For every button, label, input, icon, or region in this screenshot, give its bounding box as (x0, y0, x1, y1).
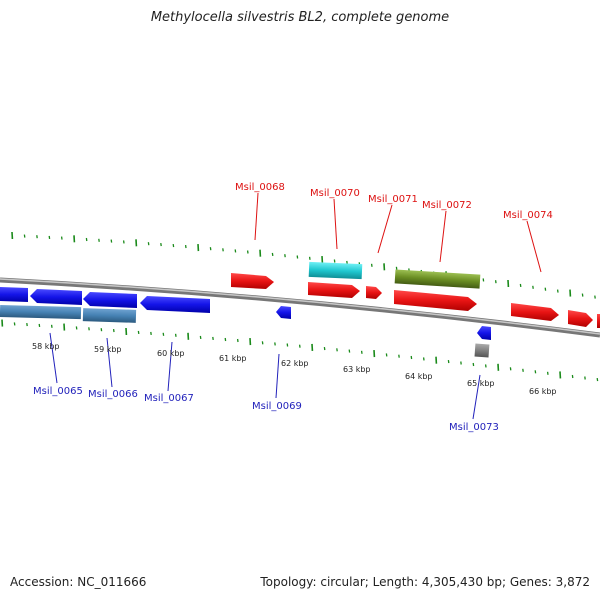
scale-labels: 58 kbp 59 kbp 60 kbp 61 kbp 62 kbp 63 kb… (32, 342, 557, 396)
gene-label-msil-0073: Msil_0073 (449, 422, 499, 433)
gene-label-msil-0072: Msil_0072 (422, 200, 472, 211)
gene-msil-0069 (276, 306, 291, 319)
gene-label-msil-0069: Msil_0069 (252, 401, 302, 412)
genome-backbone (0, 277, 600, 338)
scale-label-62: 62 kbp (281, 359, 309, 368)
gene-msil-0065 (30, 289, 82, 305)
scale-label-66: 66 kbp (529, 387, 557, 396)
reverse-features (0, 287, 491, 358)
gene-msil-0068 (231, 273, 274, 289)
leader-msil-0071 (377, 204, 393, 254)
gene-label-msil-0071: Msil_0071 (368, 194, 418, 205)
inner-tick-row (1, 319, 599, 382)
topology-label: Topology: circular; Length: 4,305,430 bp… (260, 575, 590, 589)
scale-label-61: 61 kbp (219, 354, 247, 363)
gene-msil-0070 (308, 282, 360, 298)
genome-title: Methylocella silvestris BL2, complete ge… (150, 10, 450, 25)
leader-msil-0066 (106, 337, 113, 388)
gene-label-msil-0074: Msil_0074 (503, 210, 553, 221)
gene-msil-0076 (597, 314, 600, 328)
gene-labels: Msil_0068 Msil_0070 Msil_0071 Msil_0072 … (33, 182, 553, 433)
scale-label-58: 58 kbp (32, 342, 60, 351)
leader-msil-0070 (333, 198, 338, 250)
scale-label-59: 59 kbp (94, 345, 122, 354)
leader-msil-0069 (275, 353, 280, 399)
rna-steel-2 (82, 308, 137, 323)
scale-label-60: 60 kbp (157, 349, 185, 358)
leader-msil-0065 (49, 332, 58, 384)
gene-msil-0073 (477, 326, 491, 340)
scale-label-64: 64 kbp (405, 372, 433, 381)
leader-msil-0067 (167, 341, 173, 392)
forward-features (231, 261, 600, 328)
gene-label-msil-0066: Msil_0066 (88, 389, 138, 400)
scale-label-63: 63 kbp (343, 365, 371, 374)
gene-msil-0064 (0, 287, 28, 302)
leader-msil-0074 (526, 220, 542, 273)
outer-tick-row (11, 231, 596, 299)
gene-msil-0075 (568, 310, 593, 327)
gene-label-msil-0067: Msil_0067 (144, 393, 194, 404)
gene-label-msil-0068: Msil_0068 (235, 182, 285, 193)
feature-grey-0073 (474, 343, 490, 358)
accession-label: Accession: NC_011666 (10, 575, 147, 589)
gene-msil-0066 (83, 292, 137, 308)
rna-steel-1 (0, 304, 82, 320)
leader-msil-0073 (472, 374, 481, 420)
gene-msil-0067 (140, 296, 210, 313)
gene-label-msil-0070: Msil_0070 (310, 188, 360, 199)
gene-msil-0072 (394, 290, 477, 311)
leader-msil-0068 (254, 192, 259, 241)
gene-msil-0071 (366, 286, 382, 299)
feature-cyan-0070 (308, 261, 363, 280)
feature-olive-0072 (394, 269, 481, 289)
leader-msil-0072 (439, 210, 447, 263)
gene-label-msil-0065: Msil_0065 (33, 386, 83, 397)
gene-msil-0074 (511, 303, 559, 321)
scale-label-65: 65 kbp (467, 379, 495, 388)
